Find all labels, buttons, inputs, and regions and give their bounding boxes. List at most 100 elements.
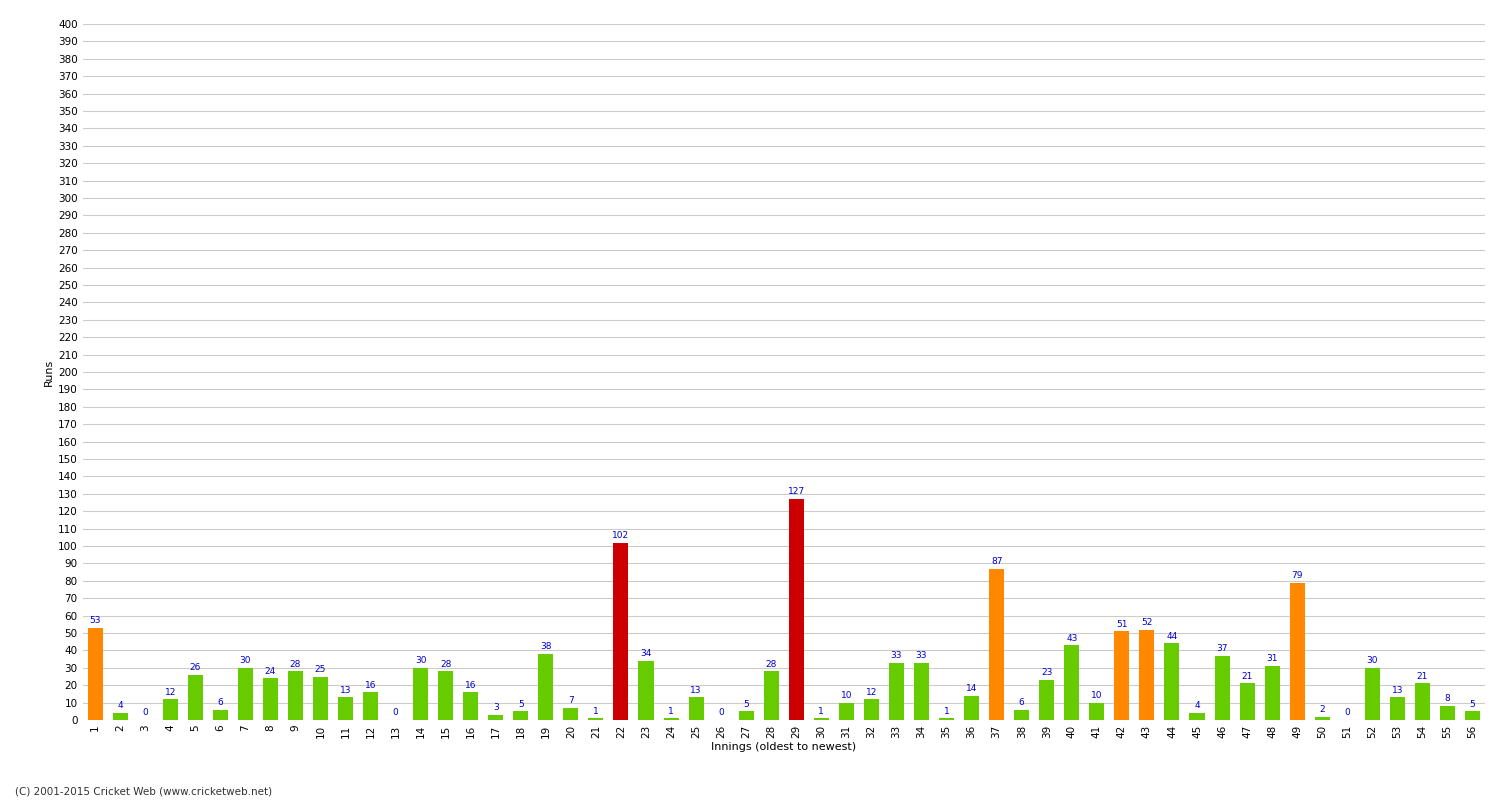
- Bar: [338, 698, 352, 720]
- Bar: [162, 699, 177, 720]
- Text: 37: 37: [1216, 644, 1228, 653]
- Text: 10: 10: [1090, 691, 1102, 700]
- Bar: [262, 678, 278, 720]
- Bar: [1414, 683, 1430, 720]
- Text: 16: 16: [364, 681, 376, 690]
- Text: 13: 13: [339, 686, 351, 694]
- Bar: [738, 711, 753, 720]
- Bar: [1140, 630, 1155, 720]
- Text: 1: 1: [668, 706, 674, 716]
- Text: 87: 87: [992, 557, 1002, 566]
- Bar: [939, 718, 954, 720]
- Bar: [213, 710, 228, 720]
- Text: 44: 44: [1167, 632, 1178, 641]
- Text: 28: 28: [440, 660, 452, 669]
- Bar: [464, 692, 478, 720]
- Bar: [1390, 698, 1406, 720]
- Bar: [314, 677, 328, 720]
- Text: 52: 52: [1142, 618, 1152, 627]
- Bar: [639, 661, 654, 720]
- Bar: [839, 702, 854, 720]
- Text: 13: 13: [1392, 686, 1402, 694]
- Text: 24: 24: [264, 666, 276, 676]
- Bar: [988, 569, 1004, 720]
- Y-axis label: Runs: Runs: [44, 358, 54, 386]
- Text: 0: 0: [393, 708, 399, 718]
- Bar: [688, 698, 703, 720]
- Text: 0: 0: [142, 708, 148, 718]
- Text: 34: 34: [640, 650, 651, 658]
- Text: 23: 23: [1041, 668, 1053, 678]
- Bar: [488, 714, 502, 720]
- Text: 33: 33: [915, 651, 927, 660]
- Bar: [538, 654, 554, 720]
- Bar: [87, 628, 102, 720]
- Bar: [238, 668, 254, 720]
- Text: 5: 5: [744, 700, 748, 709]
- Text: 12: 12: [165, 687, 176, 697]
- Text: 8: 8: [1444, 694, 1450, 703]
- Text: 4: 4: [117, 702, 123, 710]
- Bar: [914, 662, 928, 720]
- Text: 127: 127: [788, 487, 806, 497]
- Bar: [438, 671, 453, 720]
- Text: 1: 1: [944, 706, 950, 716]
- Bar: [1164, 643, 1179, 720]
- Bar: [1065, 645, 1080, 720]
- Text: 79: 79: [1292, 571, 1304, 580]
- Text: 6: 6: [217, 698, 223, 707]
- Bar: [1264, 666, 1280, 720]
- Text: 14: 14: [966, 684, 978, 693]
- Text: 13: 13: [690, 686, 702, 694]
- Text: 3: 3: [494, 703, 498, 712]
- Text: 25: 25: [315, 665, 326, 674]
- Text: 21: 21: [1416, 672, 1428, 681]
- Text: 30: 30: [240, 656, 250, 665]
- Bar: [1440, 706, 1455, 720]
- Bar: [890, 662, 904, 720]
- Text: 21: 21: [1242, 672, 1252, 681]
- Bar: [789, 499, 804, 720]
- Bar: [1114, 631, 1130, 720]
- Bar: [288, 671, 303, 720]
- Bar: [363, 692, 378, 720]
- Text: 28: 28: [765, 660, 777, 669]
- Bar: [764, 671, 778, 720]
- Text: 1: 1: [592, 706, 598, 716]
- Text: 10: 10: [840, 691, 852, 700]
- Bar: [1014, 710, 1029, 720]
- Bar: [112, 713, 128, 720]
- Text: 12: 12: [865, 687, 877, 697]
- Bar: [1089, 702, 1104, 720]
- Text: 51: 51: [1116, 620, 1128, 629]
- Text: 26: 26: [189, 663, 201, 672]
- Text: 2: 2: [1320, 705, 1324, 714]
- Text: 7: 7: [568, 696, 573, 706]
- Bar: [815, 718, 830, 720]
- Bar: [1365, 668, 1380, 720]
- Bar: [614, 542, 628, 720]
- Text: 102: 102: [612, 531, 630, 540]
- Text: 4: 4: [1194, 702, 1200, 710]
- Text: 5: 5: [518, 700, 524, 709]
- Bar: [413, 668, 428, 720]
- Bar: [1040, 680, 1054, 720]
- Text: 0: 0: [718, 708, 724, 718]
- Bar: [1190, 713, 1204, 720]
- Text: 30: 30: [1366, 656, 1378, 665]
- Text: (C) 2001-2015 Cricket Web (www.cricketweb.net): (C) 2001-2015 Cricket Web (www.cricketwe…: [15, 786, 272, 796]
- Text: 5: 5: [1470, 700, 1476, 709]
- Bar: [588, 718, 603, 720]
- Text: 1: 1: [819, 706, 824, 716]
- Bar: [864, 699, 879, 720]
- Text: 33: 33: [891, 651, 902, 660]
- Text: 31: 31: [1266, 654, 1278, 663]
- Bar: [1290, 582, 1305, 720]
- Text: 16: 16: [465, 681, 477, 690]
- Bar: [1466, 711, 1480, 720]
- Bar: [1239, 683, 1254, 720]
- Bar: [513, 711, 528, 720]
- Text: 28: 28: [290, 660, 302, 669]
- Bar: [663, 718, 678, 720]
- X-axis label: Innings (oldest to newest): Innings (oldest to newest): [711, 742, 856, 752]
